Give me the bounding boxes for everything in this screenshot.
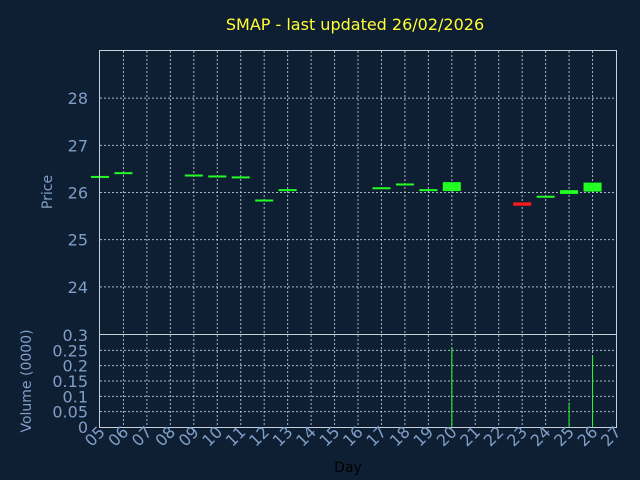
price-candle	[560, 190, 579, 194]
price-candle	[184, 174, 203, 177]
price-tick-label: 27	[68, 136, 88, 155]
volume-tick-label: 0.05	[52, 403, 88, 422]
price-candle	[442, 182, 461, 192]
volume-panel-frame	[99, 334, 617, 428]
volume-axis-label: Volume (0000)	[19, 329, 35, 432]
volume-bars	[451, 347, 594, 427]
price-candle	[255, 199, 274, 202]
price-axis-label: Price	[40, 175, 56, 209]
price-candle	[372, 187, 391, 190]
price-candle	[536, 195, 555, 198]
volume-tick-label: 0.15	[52, 372, 88, 391]
price-candle	[583, 182, 602, 192]
volume-tick-label: 0	[78, 418, 88, 437]
chart-title: SMAP - last updated 26/02/2026	[226, 15, 484, 34]
price-candle	[513, 202, 532, 206]
price-candles	[91, 172, 602, 206]
volume-y-ticks: 00.050.10.150.20.250.3	[52, 326, 88, 437]
price-tick-label: 26	[68, 184, 88, 203]
volume-grid	[100, 335, 616, 427]
price-grid	[100, 51, 616, 334]
price-tick-label: 24	[68, 278, 88, 297]
volume-tick-label: 0.25	[52, 341, 88, 360]
price-candle	[208, 175, 227, 178]
volume-tick-label: 0.2	[63, 357, 88, 376]
price-candle	[114, 172, 133, 175]
x-axis-label: Day	[334, 460, 362, 476]
price-tick-label: 25	[68, 231, 88, 250]
x-ticks: 0506070809101112131415161718192021222324…	[81, 422, 625, 450]
price-y-ticks: 24 25 26 27 28	[68, 89, 88, 297]
x-tick-label: 27	[597, 422, 625, 450]
price-tick-label: 28	[68, 89, 88, 108]
price-candle	[419, 189, 438, 192]
price-candle	[278, 189, 297, 192]
price-candle	[231, 176, 250, 179]
price-candle	[395, 183, 414, 186]
volume-tick-label: 0.3	[63, 326, 88, 345]
volume-tick-label: 0.1	[63, 387, 88, 406]
